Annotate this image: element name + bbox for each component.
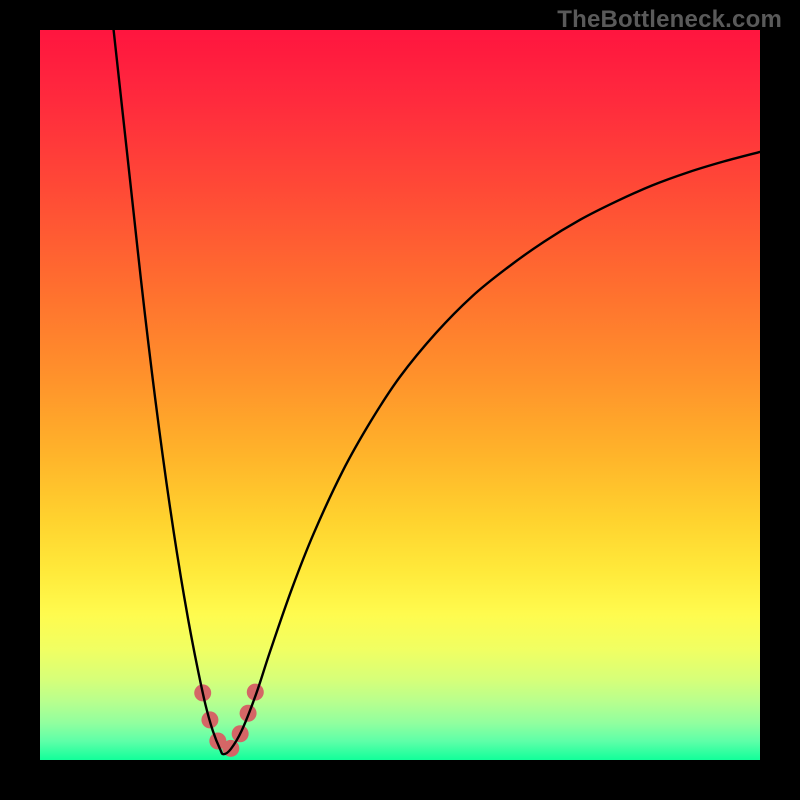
chart-container: { "watermark": "TheBottleneck.com", "can…: [0, 0, 800, 800]
plot-background: [40, 30, 760, 760]
watermark-text: TheBottleneck.com: [557, 6, 782, 34]
chart-svg: [0, 0, 800, 800]
